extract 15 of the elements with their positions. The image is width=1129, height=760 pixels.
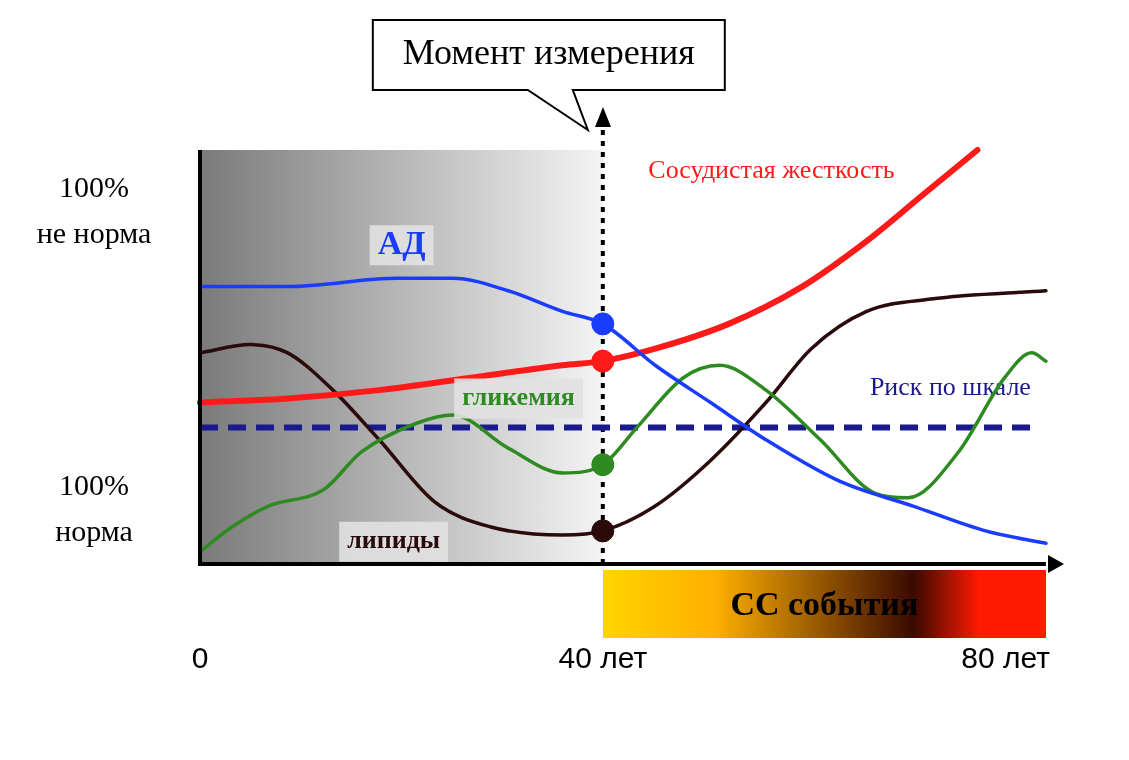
series-label: АД <box>377 224 426 261</box>
gradient-strip: СС события <box>602 570 1046 638</box>
x-tick-label: 0 <box>191 641 209 675</box>
series-label: Сосудистая жесткость <box>648 154 895 184</box>
point <box>591 312 615 336</box>
point <box>591 519 615 543</box>
text: 100% норма <box>55 468 133 548</box>
x-tick-label: 80 лет <box>961 641 1051 675</box>
ref-line-label: Момент измерения <box>402 32 695 73</box>
text: 100% не норма <box>36 169 152 249</box>
point <box>591 453 615 477</box>
series-label: липиды <box>347 525 441 555</box>
point <box>591 349 615 373</box>
series-label: гликемия <box>462 382 575 412</box>
x-tick-label: 40 лет <box>558 641 648 675</box>
